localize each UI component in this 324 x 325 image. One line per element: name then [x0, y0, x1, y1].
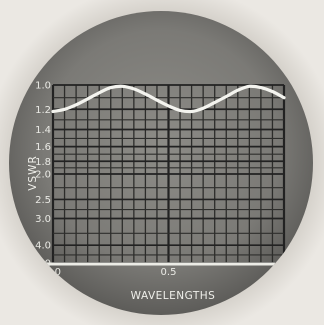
y-tick-label: 1.0 [35, 81, 51, 92]
scope-screen [9, 11, 313, 315]
chart-grid [51, 84, 286, 264]
y-tick-label: 1.8 [35, 157, 51, 168]
y-tick-label: 1.4 [35, 125, 51, 136]
y-tick-label: 2.5 [35, 195, 51, 206]
vswr-trace-line [51, 84, 286, 114]
x-axis-label: WAVELENGTHS [131, 290, 216, 302]
y-tick-label: 2.0 [35, 170, 51, 181]
y-tick-label: 1.2 [35, 105, 51, 116]
y-tick-label: 1.6 [35, 142, 51, 153]
x-tick-label: 0.5 [161, 267, 177, 278]
y-tick-label: 3.0 [35, 214, 51, 225]
y-tick-label: 4.0 [35, 241, 51, 252]
y-axis-label: VSWR [27, 155, 39, 191]
